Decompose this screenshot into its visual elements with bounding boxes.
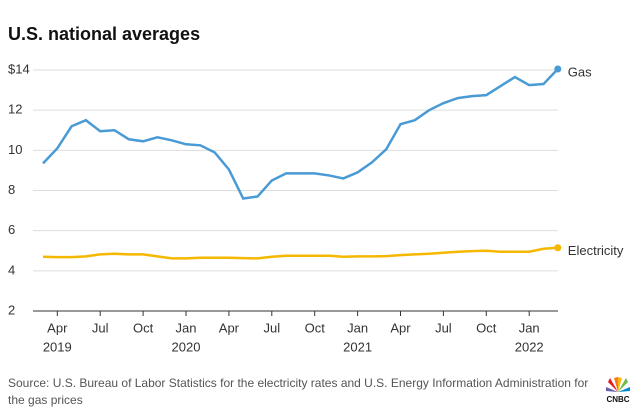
end-point — [554, 244, 562, 252]
series-line — [42, 68, 559, 200]
y-tick-label: 8 — [8, 182, 15, 197]
y-tick-label: $14 — [8, 61, 30, 76]
x-year-label: 2022 — [515, 339, 544, 354]
series-line — [42, 246, 558, 260]
x-year-label: 2019 — [43, 339, 72, 354]
cnbc-logo: CNBC — [606, 377, 630, 404]
x-tick-label: Oct — [133, 320, 154, 335]
x-tick-label: Apr — [219, 320, 240, 335]
x-tick-label: Jan — [176, 320, 197, 335]
end-point — [554, 65, 562, 73]
x-tick-label: Oct — [476, 320, 497, 335]
x-tick-label: Jul — [435, 320, 452, 335]
x-tick-label: Jul — [263, 320, 280, 335]
x-tick-label: Apr — [47, 320, 68, 335]
x-tick-label: Jan — [519, 320, 540, 335]
y-tick-label: 2 — [8, 302, 15, 317]
chart-title: U.S. national averages — [8, 24, 200, 44]
source-note: Source: U.S. Bureau of Labor Statistics … — [8, 376, 589, 407]
y-tick-label: 4 — [8, 262, 15, 277]
x-year-label: 2021 — [343, 339, 372, 354]
y-tick-label: 12 — [8, 102, 22, 117]
series-label: Gas — [568, 64, 592, 79]
x-tick-label: Apr — [390, 320, 411, 335]
y-tick-label: 6 — [8, 222, 15, 237]
series-label: Electricity — [568, 243, 624, 258]
x-tick-label: Jul — [92, 320, 109, 335]
x-year-label: 2020 — [172, 339, 201, 354]
x-tick-label: Oct — [305, 320, 326, 335]
svg-text:CNBC: CNBC — [606, 395, 629, 404]
x-tick-label: Jan — [347, 320, 368, 335]
y-tick-label: 10 — [8, 142, 22, 157]
